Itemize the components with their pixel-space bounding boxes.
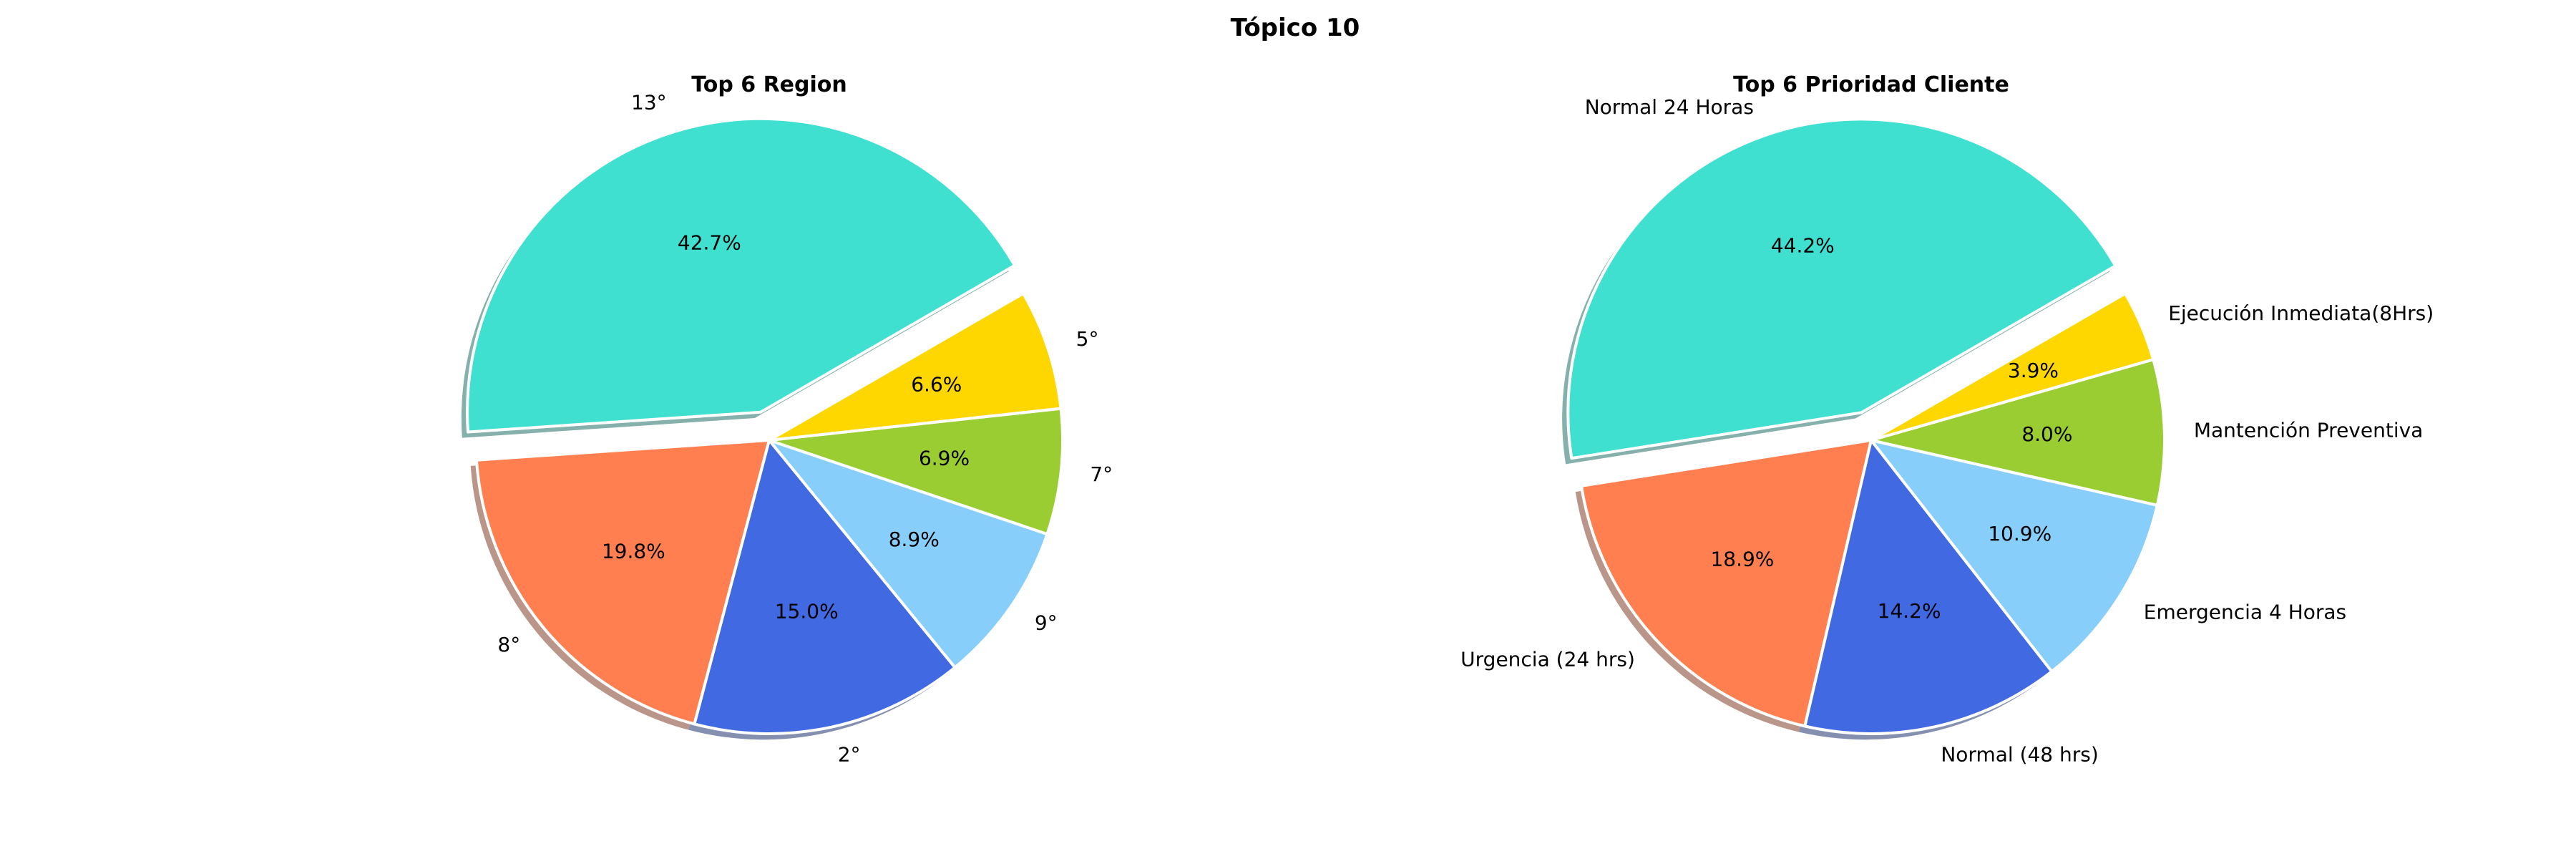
pie-slice-prioridad-emergencia-4-horas xyxy=(1870,439,2159,674)
pie-percent-prioridad-urgencia-24-hrs: 18.9% xyxy=(1710,548,1774,571)
pie-slice-prioridad-normal-48-hrs xyxy=(1803,439,2054,735)
pie-slice-prioridad-urgencia-24-hrs xyxy=(1580,439,1873,728)
pie-slice-region-7 xyxy=(768,407,1064,536)
pie-chart-region: Top 6 Region 13° 42.7% 8° 19.8% 2° 15.0% 9° 8.9… xyxy=(461,72,1113,767)
figure-title: Tópico 10 xyxy=(1231,14,1360,42)
pie-slice-region-8 xyxy=(474,439,771,726)
pie-label-prioridad-normal-24-horas: Normal 24 Horas xyxy=(1585,95,1754,119)
pie-percent-region-2: 15.0% xyxy=(775,599,839,623)
pie-label-prioridad-emergencia-4-horas: Emergencia 4 Horas xyxy=(2144,601,2346,624)
pie-label-region-7: 7° xyxy=(1090,462,1113,486)
pie-label-prioridad-urgencia-24-hrs: Urgencia (24 hrs) xyxy=(1460,647,1635,671)
pie-percent-prioridad-normal-24-horas: 44.2% xyxy=(1771,233,1835,257)
pie-chart-prioridad: Top 6 Prioridad Cliente Normal 24 Horas 4… xyxy=(1460,72,2434,766)
pie-percent-prioridad-normal-48-hrs: 14.2% xyxy=(1878,599,1941,623)
pie-label-prioridad-ejecuci-n-inmediata-8hrs: Ejecución Inmediata(8Hrs) xyxy=(2168,301,2434,325)
pie-label-prioridad-normal-48-hrs: Normal (48 hrs) xyxy=(1941,742,2098,766)
pie-percent-prioridad-ejecuci-n-inmediata-8hrs: 3.9% xyxy=(2008,359,2059,382)
pie-slice-region-5 xyxy=(768,292,1063,442)
pie-slice-prioridad-normal-24-horas xyxy=(1566,117,2117,460)
pie-label-region-8: 8° xyxy=(497,633,520,656)
pie-slice-prioridad-ejecuci-n-inmediata-8hrs xyxy=(1870,292,2155,442)
pie-label-region-5: 5° xyxy=(1076,327,1099,351)
pie-label-prioridad-mantenci-n-preventiva: Mantención Preventiva xyxy=(2194,418,2424,442)
pie-percent-region-7: 6.9% xyxy=(919,447,970,470)
pie-slice-region-2 xyxy=(693,439,957,735)
pie-slice-prioridad-mantenci-n-preventiva xyxy=(1870,358,2166,507)
pie-label-region-13: 13° xyxy=(631,90,667,114)
pie-label-region-2: 2° xyxy=(838,743,861,767)
chart-title-region: Top 6 Region xyxy=(691,72,847,97)
pie-slice-region-9 xyxy=(768,439,1049,669)
pie-percent-prioridad-mantenci-n-preventiva: 8.0% xyxy=(2021,422,2072,446)
pie-percent-prioridad-emergencia-4-horas: 10.9% xyxy=(1988,522,2051,545)
pie-slice-region-13 xyxy=(466,117,1017,434)
pie-label-region-9: 9° xyxy=(1035,611,1058,635)
pie-percent-region-9: 8.9% xyxy=(889,528,940,551)
pie-percent-region-8: 19.8% xyxy=(602,540,665,563)
chart-title-prioridad: Top 6 Prioridad Cliente xyxy=(1733,72,2009,97)
pie-percent-region-5: 6.6% xyxy=(911,373,962,397)
pie-percent-region-13: 42.7% xyxy=(678,230,741,254)
